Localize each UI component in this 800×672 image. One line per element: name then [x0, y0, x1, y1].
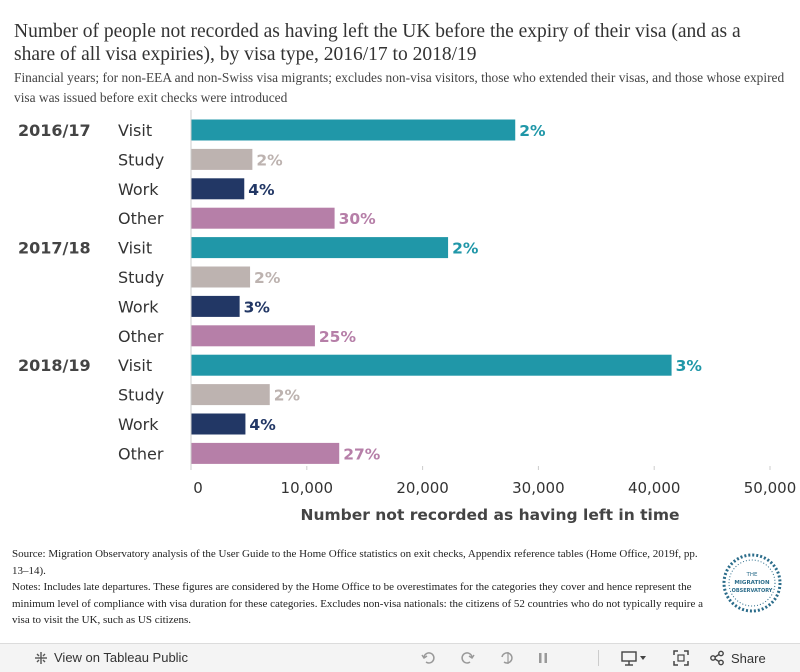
bar-chart: 2016/17 Visit 2% Study 2% Work 4% Other 30% 2017/… [18, 110, 797, 524]
tableau-toolbar: View on Tableau Public Share [0, 643, 800, 672]
chart-subtitle: Financial years; for non-EEA and non-Swi… [14, 70, 785, 105]
data-label: 4% [248, 181, 275, 199]
data-label: 2% [254, 269, 281, 287]
notes-text: Notes: Includes late departures. These f… [12, 581, 703, 626]
data-label: 30% [339, 210, 377, 228]
x-tick-label: 20,000 [396, 479, 449, 497]
x-tick-label: 50,000 [744, 479, 797, 497]
undo-icon[interactable] [420, 649, 438, 667]
visa-type-label: Other [118, 444, 164, 463]
share-label: Share [731, 650, 766, 666]
bar[interactable] [191, 295, 240, 317]
logo-text-the: THE [746, 572, 758, 578]
data-label: 27% [343, 445, 381, 463]
redo-icon[interactable] [458, 649, 476, 667]
data-label: 25% [319, 328, 357, 346]
visa-type-label: Study [118, 150, 164, 169]
download-icon[interactable] [620, 649, 650, 667]
visa-type-label: Visit [118, 356, 152, 375]
bar[interactable] [191, 325, 315, 347]
source-note: Source: Migration Observatory analysis o… [12, 548, 698, 577]
visa-type-label: Other [118, 327, 164, 346]
footer-notes: Source: Migration Observatory analysis o… [12, 546, 712, 629]
bar[interactable] [191, 119, 516, 141]
view-on-tableau-label: View on Tableau Public [54, 650, 188, 665]
toolbar-separator [598, 650, 599, 666]
visa-type-label: Study [118, 268, 164, 287]
data-label: 2% [452, 240, 479, 258]
visa-type-label: Visit [118, 239, 152, 258]
visa-type-label: Work [118, 415, 159, 434]
pause-icon[interactable] [534, 649, 552, 667]
bar[interactable] [191, 237, 449, 259]
bar[interactable] [191, 354, 672, 376]
bar[interactable] [191, 442, 340, 464]
data-label: 2% [256, 151, 283, 169]
chart-title: Number of people not recorded as having … [14, 21, 741, 65]
x-tick-label: 40,000 [628, 479, 681, 497]
visa-type-label: Work [118, 180, 159, 199]
bar[interactable] [191, 384, 270, 406]
data-label: 2% [274, 387, 301, 405]
data-label: 4% [249, 416, 276, 434]
revert-icon[interactable] [498, 649, 516, 667]
migration-observatory-logo: THE MIGRATION OBSERVATORY [722, 553, 782, 613]
bar[interactable] [191, 413, 246, 435]
x-tick-label: 30,000 [512, 479, 565, 497]
bar[interactable] [191, 148, 253, 170]
share-icon [710, 650, 724, 666]
share-button[interactable]: Share [709, 650, 766, 666]
bar[interactable] [191, 266, 251, 288]
x-tick-label: 10,000 [281, 479, 334, 497]
logo-text-observatory: OBSERVATORY [732, 588, 773, 594]
view-on-tableau-link[interactable]: View on Tableau Public [34, 650, 188, 665]
logo-text-migration: MIGRATION [734, 580, 770, 586]
visa-type-label: Other [118, 209, 164, 228]
data-label: 3% [676, 357, 703, 375]
visa-type-label: Visit [118, 121, 152, 140]
year-label: 2018/19 [18, 356, 91, 375]
visa-type-label: Work [118, 297, 159, 316]
year-label: 2017/18 [18, 239, 91, 258]
x-axis-title: Number not recorded as having left in ti… [300, 506, 679, 524]
bar[interactable] [191, 207, 335, 229]
year-label: 2016/17 [18, 121, 91, 140]
bar[interactable] [191, 178, 245, 200]
tableau-icon [35, 651, 47, 664]
visa-type-label: Study [118, 386, 164, 405]
data-label: 3% [244, 298, 271, 316]
fullscreen-icon[interactable] [672, 649, 690, 667]
data-label: 2% [519, 122, 546, 140]
x-tick-label: 0 [193, 479, 203, 497]
